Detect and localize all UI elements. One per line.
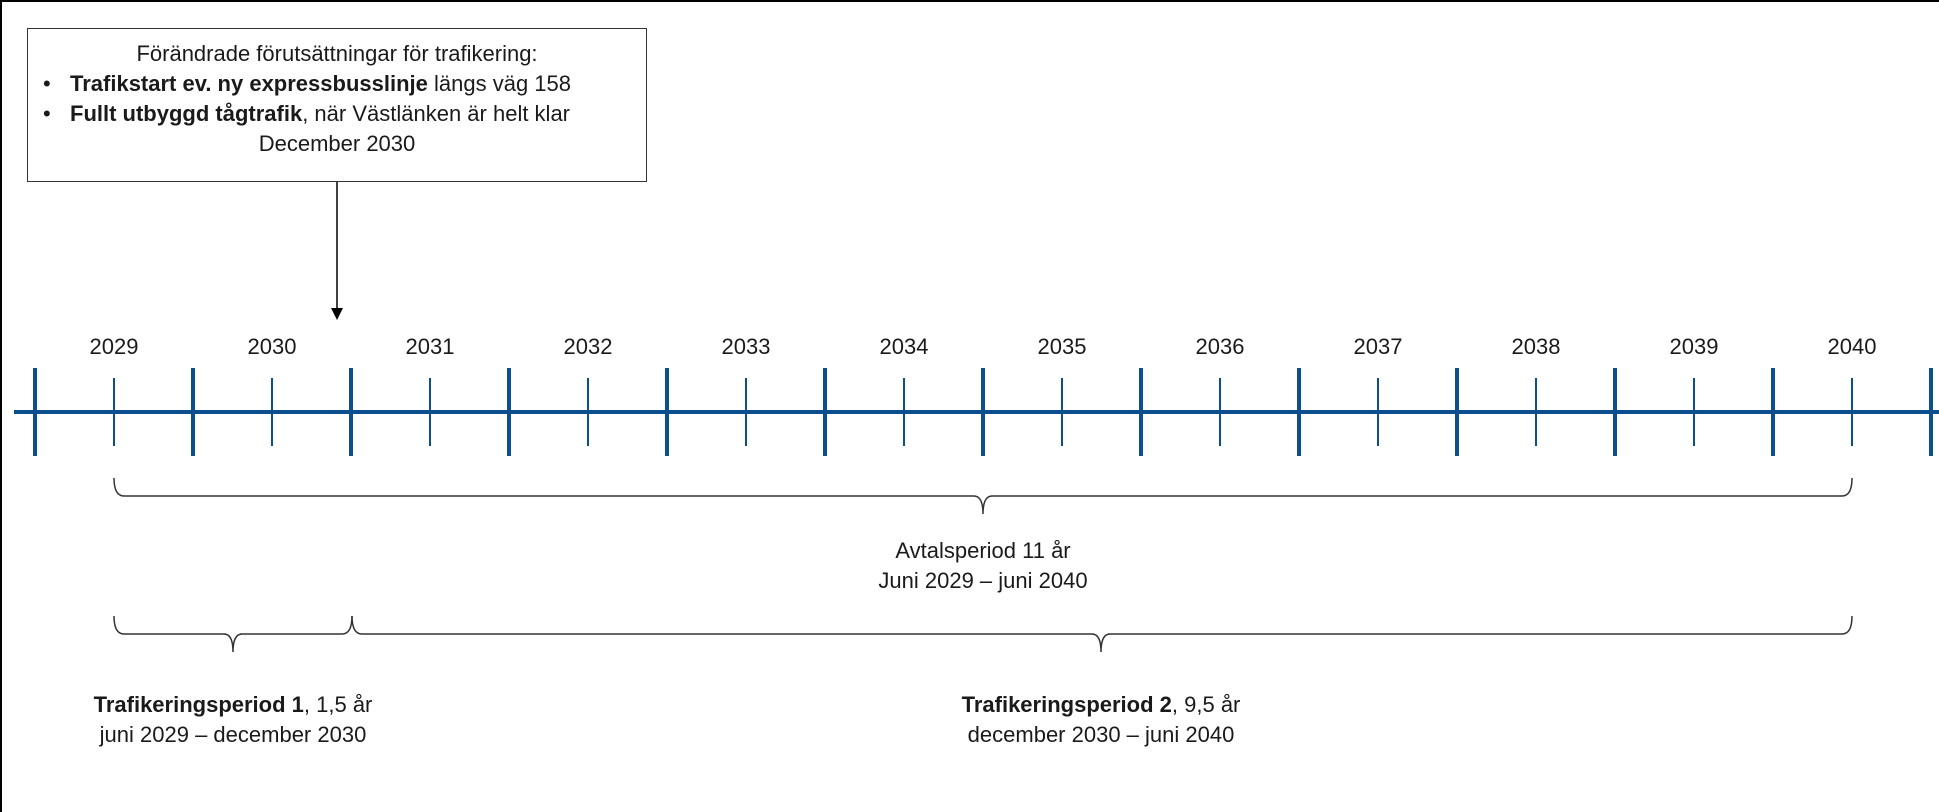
year-label: 2036 (1196, 334, 1245, 359)
period1-title: Trafikeringsperiod 1, 1,5 år (33, 690, 433, 720)
callout-arrowhead (331, 308, 343, 320)
callout-title: Förändrade förutsättningar för trafikeri… (136, 41, 538, 66)
callout-box: Förändrade förutsättningar för trafikeri… (27, 28, 647, 182)
year-label: 2035 (1038, 334, 1087, 359)
contract-period-title: Avtalsperiod 11 år (895, 538, 1071, 563)
timeline-ticks (33, 368, 1933, 456)
callout-bullet-1-bold: Trafikstart ev. ny expressbusslinje (70, 71, 428, 96)
contract-period-label: Avtalsperiod 11 år Juni 2029 – juni 2040 (783, 536, 1183, 596)
callout-date: December 2030 (258, 131, 416, 156)
period2-dates: december 2030 – juni 2040 (967, 722, 1235, 747)
year-label: 2038 (1512, 334, 1561, 359)
period1-label: Trafikeringsperiod 1, 1,5 år juni 2029 –… (33, 690, 433, 750)
period2-bracket (351, 615, 1853, 653)
year-label: 2033 (722, 334, 771, 359)
contract-bracket (113, 477, 1853, 515)
period1-title-rest: , 1,5 år (303, 692, 373, 717)
period1-bracket (113, 615, 353, 653)
year-label: 2040 (1828, 334, 1877, 359)
year-label: 2039 (1670, 334, 1719, 359)
period2-title-bold: Trafikeringsperiod 2 (961, 692, 1172, 717)
year-label: 2029 (90, 334, 139, 359)
callout-bullet-1: • Trafikstart ev. ny expressbusslinje län… (43, 69, 571, 99)
callout-bullet-2: • Fullt utbyggd tågtrafik, när Västlänken… (43, 99, 570, 129)
period2-label: Trafikeringsperiod 2, 9,5 år december 20… (901, 690, 1301, 750)
bullet-glyph: • (43, 101, 51, 126)
year-label: 2037 (1354, 334, 1403, 359)
period1-title-bold: Trafikeringsperiod 1 (93, 692, 304, 717)
year-label: 2034 (880, 334, 929, 359)
period1-dates: juni 2029 – december 2030 (99, 722, 367, 747)
bullet-glyph: • (43, 71, 51, 96)
callout-bullet-2-bold: Fullt utbyggd tågtrafik (70, 101, 303, 126)
callout-bullet-2-rest: , när Västlänken är helt klar (302, 101, 571, 126)
period2-title: Trafikeringsperiod 2, 9,5 år (901, 690, 1301, 720)
timeline-year-labels: 2029 2030 2031 2032 2033 2034 2035 2036 2037 2038… (90, 334, 1877, 359)
callout-bullet-1-rest: längs väg 158 (427, 71, 571, 96)
year-label: 2030 (248, 334, 297, 359)
year-label: 2031 (406, 334, 455, 359)
contract-period-dates: Juni 2029 – juni 2040 (878, 568, 1088, 593)
period2-title-rest: , 9,5 år (1171, 692, 1241, 717)
year-label: 2032 (564, 334, 613, 359)
